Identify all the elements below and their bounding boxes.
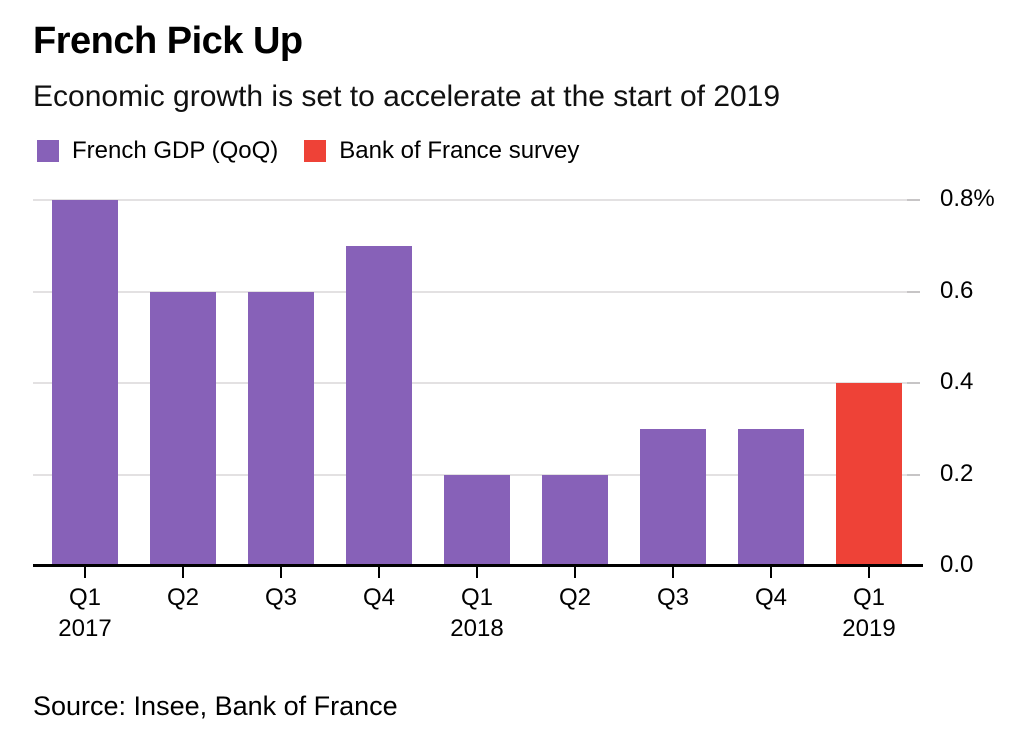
x-axis-baseline	[33, 564, 923, 567]
x-tick-label-q4-2017: Q4	[330, 582, 428, 613]
source-note: Source: Insee, Bank of France	[33, 691, 398, 721]
x-tick-label-line: 2017	[58, 615, 112, 642]
y-tick-label-0.6: 0.6	[940, 276, 974, 304]
gridline-0.4	[33, 382, 907, 384]
x-tick-label-line: Q3	[264, 584, 297, 611]
legend-swatch-icon	[304, 140, 327, 162]
bar-q3-2017	[248, 291, 314, 566]
bar-q3-2018	[640, 428, 706, 566]
bar-q2-2017	[150, 291, 216, 566]
x-axis-tick-q4-2017	[378, 566, 380, 578]
x-tick-label-q1-2018: Q1 2018	[428, 582, 526, 644]
x-axis-tick-q4-2018	[770, 566, 772, 578]
x-tick-label-q3-2017: Q3	[232, 582, 330, 613]
bar-q4-2017	[346, 245, 412, 566]
x-tick-label-line: Q1	[68, 584, 101, 611]
x-tick-label-line: 2018	[450, 615, 504, 642]
x-tick-label-line: Q1	[460, 584, 493, 611]
bar-q1-2019	[836, 383, 902, 566]
x-tick-label-q1-2017: Q1 2017	[36, 582, 134, 644]
legend-item-1: Bank of France survey	[304, 139, 579, 163]
x-tick-label-line: Q4	[362, 584, 395, 611]
y-tick-label-0.4: 0.4	[940, 368, 974, 396]
y-axis-tick	[907, 199, 920, 201]
bar-q1-2018	[444, 474, 510, 566]
gridline-0.8%	[33, 199, 907, 201]
legend-swatch-icon	[37, 140, 59, 162]
x-tick-label-line: Q2	[558, 584, 591, 611]
chart-subtitle: Economic growth is set to accelerate at …	[33, 80, 781, 113]
y-axis-tick	[907, 290, 920, 293]
x-tick-label-q2-2018: Q2	[526, 582, 624, 613]
bar-q1-2017	[52, 200, 118, 566]
legend-label: Bank of France survey	[339, 137, 580, 164]
x-tick-label-q3-2018: Q3	[624, 582, 722, 613]
x-axis-tick-q1-2018	[476, 566, 478, 578]
legend-item-0: French GDP (QoQ)	[37, 139, 278, 163]
x-tick-label-line: 2019	[842, 615, 896, 642]
x-tick-label-line: Q4	[754, 584, 787, 611]
bar-q2-2018	[542, 474, 608, 566]
plot-area: 0.0 0.2 0.4 0.6 0.8% Q1 2017 Q2 Q3 Q4 Q1 2018 Q2 Q3 Q4…	[33, 187, 995, 642]
x-axis-tick-q1-2017	[84, 566, 86, 578]
y-tick-label-0.8%: 0.8%	[940, 185, 995, 213]
y-tick-label-0.2: 0.2	[940, 459, 974, 487]
x-tick-label-q2-2017: Q2	[134, 582, 232, 613]
x-axis-tick-q3-2018	[672, 566, 674, 578]
legend-label: French GDP (QoQ)	[72, 137, 279, 164]
bar-q4-2018	[738, 428, 804, 566]
y-axis-tick	[907, 382, 920, 384]
x-axis-tick-q3-2017	[280, 566, 282, 578]
x-tick-label-q1-2019: Q1 2019	[820, 582, 918, 644]
x-tick-label-line: Q2	[166, 584, 199, 611]
chart-title: French Pick Up	[33, 20, 303, 62]
y-tick-label-0.0: 0.0	[940, 551, 974, 579]
x-tick-label-q4-2018: Q4	[722, 582, 820, 613]
x-axis-tick-q1-2019	[868, 566, 870, 578]
legend: French GDP (QoQ) Bank of France survey	[37, 139, 579, 163]
x-axis-tick-q2-2018	[574, 566, 576, 578]
x-tick-label-line: Q1	[852, 584, 885, 611]
y-axis-tick	[907, 473, 920, 476]
gridline-0.6	[33, 290, 907, 293]
x-tick-label-line: Q3	[656, 584, 689, 611]
x-axis-tick-q2-2017	[182, 566, 184, 578]
